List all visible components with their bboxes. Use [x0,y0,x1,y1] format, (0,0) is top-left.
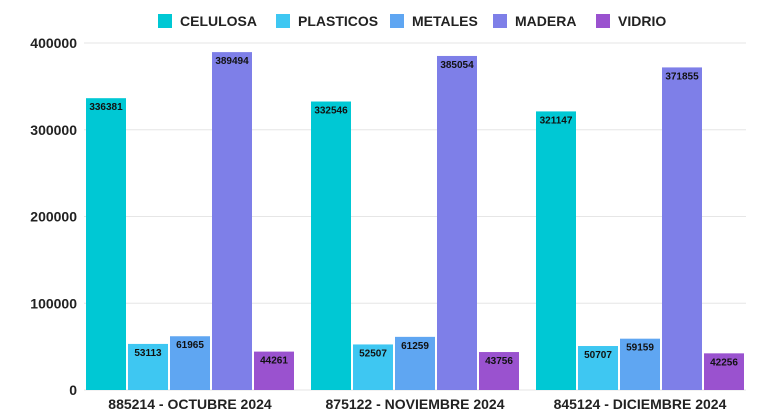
legend: CELULOSA PLASTICOS METALES MADERA VIDRIO [158,13,666,29]
bar [395,336,435,390]
x-category-label: 875122 - NOVIEMBRE 2024 [326,396,505,412]
legend-label: VIDRIO [618,13,666,29]
data-label: 53113 [134,348,162,359]
bar [662,67,702,391]
y-tick-label: 100000 [30,295,77,311]
bar [353,344,393,390]
bar [86,98,126,390]
y-tick-label: 0 [69,382,77,398]
data-label: 332546 [314,106,348,117]
bar [311,101,351,390]
data-label: 371855 [665,71,699,82]
data-label: 59159 [626,343,654,354]
data-label: 336381 [89,102,123,113]
legend-label: MADERA [515,13,576,29]
bar [620,338,660,390]
bar [128,343,168,390]
bar [479,352,519,390]
data-label: 50707 [584,350,612,361]
legend-label: CELULOSA [180,13,257,29]
x-axis: 885214 - OCTUBRE 2024 875122 - NOVIEMBRE … [108,396,726,412]
bar [536,111,576,391]
data-label: 61965 [176,340,204,351]
bar [704,353,744,390]
data-label: 42256 [710,357,738,368]
legend-swatch [596,14,610,28]
bar [170,336,210,390]
legend-swatch [276,14,290,28]
legend-swatch [390,14,404,28]
x-category-label: 885214 - OCTUBRE 2024 [108,396,272,412]
bar [437,55,477,390]
x-category-label: 845124 - DICIEMBRE 2024 [554,396,727,412]
data-label: 44261 [260,356,288,367]
y-tick-label: 400000 [30,35,77,51]
legend-swatch [493,14,507,28]
data-label: 52507 [359,348,387,359]
bar [254,351,294,390]
bars [86,52,744,391]
y-tick-label: 200000 [30,209,77,225]
legend-label: METALES [412,13,478,29]
legend-label: PLASTICOS [298,13,378,29]
bar [212,52,252,391]
y-axis: 0 100000 200000 300000 400000 [30,35,77,398]
data-label: 385054 [440,60,474,71]
bar [578,346,618,390]
legend-swatch [158,14,172,28]
data-labels: 336381 53113 61965 389494 44261 332546 52507 61… [89,56,738,368]
data-label: 43756 [485,356,513,367]
data-label: 321147 [540,115,573,126]
y-tick-label: 300000 [30,122,77,138]
data-label: 389494 [215,56,249,67]
data-label: 61259 [401,341,429,352]
